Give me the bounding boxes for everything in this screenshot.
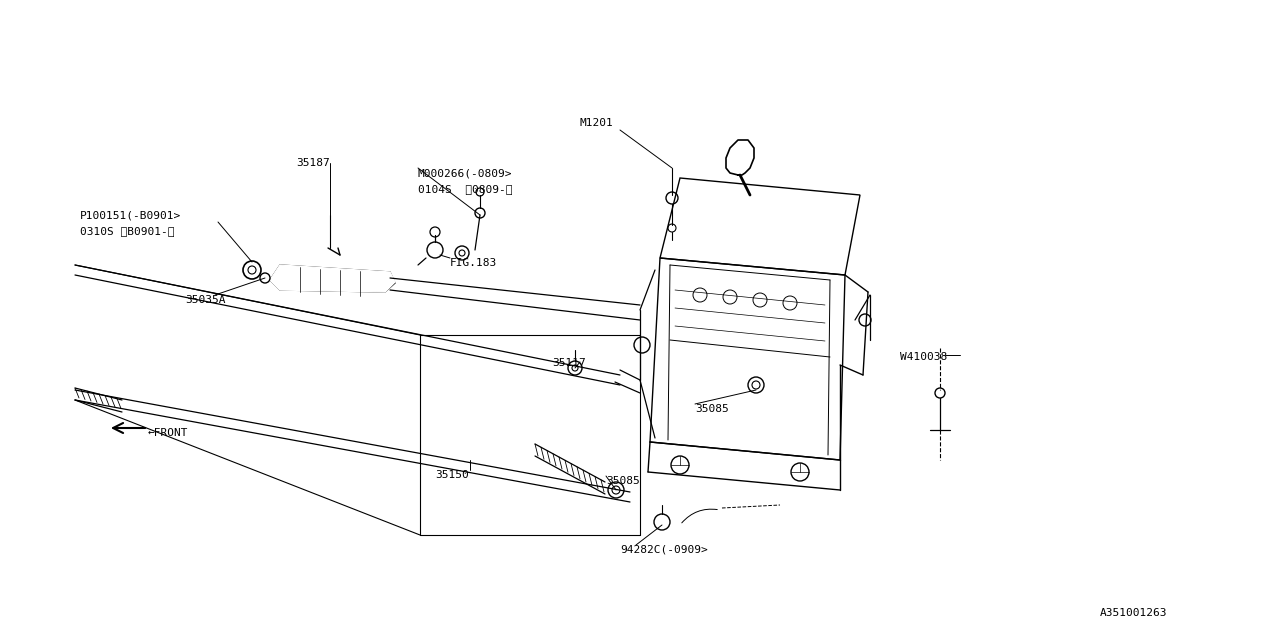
Text: 35085: 35085 [695, 404, 728, 414]
Text: W410038: W410038 [900, 352, 947, 362]
Polygon shape [270, 265, 396, 292]
Text: P100151(-B0901>: P100151(-B0901> [79, 210, 182, 220]
Text: 0104S  〈0809-〉: 0104S 〈0809-〉 [419, 184, 512, 194]
Text: A351001263: A351001263 [1100, 608, 1167, 618]
Text: M000266(-0809>: M000266(-0809> [419, 168, 512, 178]
Text: FIG.183: FIG.183 [451, 258, 497, 268]
Text: 0310S 〈B0901-〉: 0310S 〈B0901-〉 [79, 226, 174, 236]
Text: 35150: 35150 [435, 470, 468, 480]
Text: 35035A: 35035A [186, 295, 225, 305]
Text: M1201: M1201 [580, 118, 613, 128]
Text: 35085: 35085 [605, 476, 640, 486]
Text: 94282C(-0909>: 94282C(-0909> [620, 545, 708, 555]
Text: ←FRONT: ←FRONT [148, 428, 188, 438]
Text: 35117: 35117 [552, 358, 586, 368]
Text: 35187: 35187 [296, 158, 330, 168]
